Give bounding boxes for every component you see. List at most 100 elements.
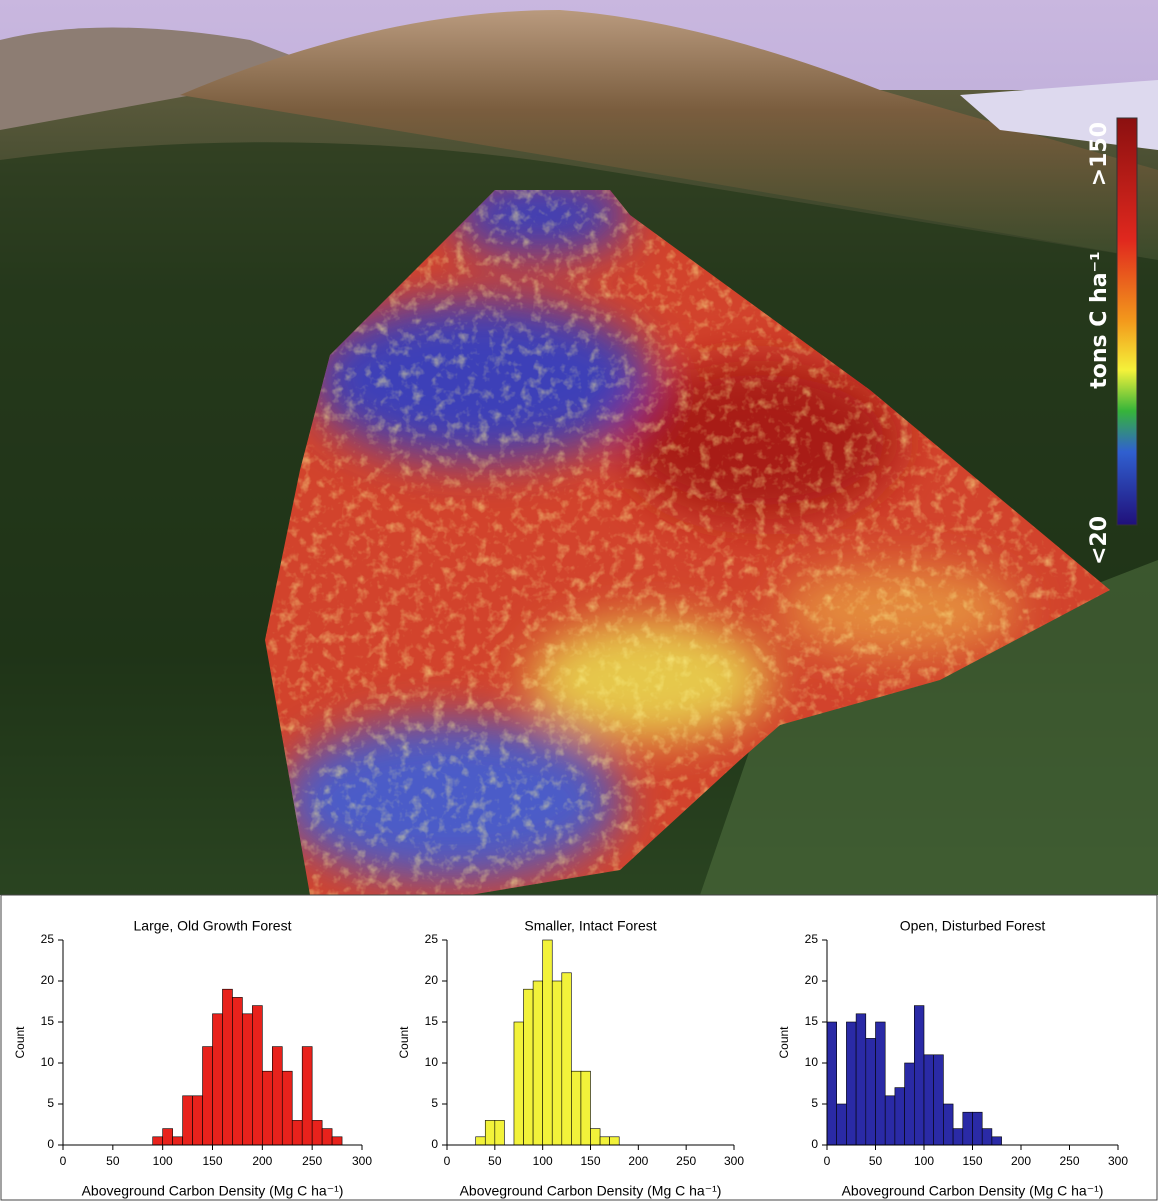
bar bbox=[571, 1071, 581, 1145]
x-tick-label: 200 bbox=[628, 1154, 648, 1168]
x-tick-label: 250 bbox=[1059, 1154, 1079, 1168]
figure: >150 <20 tons C ha⁻¹ Large, Old Growth F… bbox=[0, 0, 1158, 1201]
bar bbox=[332, 1137, 342, 1145]
bar bbox=[252, 1006, 262, 1145]
bar bbox=[292, 1120, 302, 1145]
bar bbox=[982, 1129, 992, 1145]
x-tick-label: 0 bbox=[824, 1154, 831, 1168]
x-tick-label: 150 bbox=[962, 1154, 982, 1168]
y-tick-label: 5 bbox=[811, 1096, 818, 1110]
bar bbox=[973, 1112, 983, 1145]
bar bbox=[552, 981, 562, 1145]
x-tick-label: 200 bbox=[1011, 1154, 1031, 1168]
chart-title: Open, Disturbed Forest bbox=[900, 918, 1046, 934]
bar bbox=[495, 1120, 505, 1145]
bar bbox=[846, 1022, 856, 1145]
bar bbox=[163, 1129, 173, 1145]
y-tick-label: 20 bbox=[425, 973, 439, 987]
y-tick-label: 10 bbox=[805, 1055, 819, 1069]
bar bbox=[963, 1112, 973, 1145]
bar bbox=[173, 1137, 183, 1145]
bar bbox=[183, 1096, 193, 1145]
bar bbox=[856, 1014, 866, 1145]
y-axis-label: Count bbox=[777, 1026, 791, 1059]
bar bbox=[272, 1047, 282, 1145]
bar bbox=[924, 1055, 934, 1145]
colorbar-unit: tons C ha⁻¹ bbox=[1087, 251, 1112, 389]
bar bbox=[581, 1071, 591, 1145]
bar bbox=[914, 1006, 924, 1145]
bar bbox=[600, 1137, 610, 1145]
bar bbox=[203, 1047, 213, 1145]
x-tick-label: 100 bbox=[153, 1154, 173, 1168]
x-tick-label: 150 bbox=[202, 1154, 222, 1168]
bar bbox=[533, 981, 543, 1145]
y-tick-label: 10 bbox=[41, 1055, 55, 1069]
y-tick-label: 10 bbox=[425, 1055, 439, 1069]
bar bbox=[837, 1104, 847, 1145]
bar bbox=[153, 1137, 163, 1145]
bar bbox=[262, 1071, 272, 1145]
x-tick-label: 100 bbox=[533, 1154, 553, 1168]
bar bbox=[827, 1022, 837, 1145]
colorbar bbox=[1117, 118, 1137, 525]
x-tick-label: 300 bbox=[724, 1154, 744, 1168]
bar bbox=[934, 1055, 944, 1145]
x-tick-label: 0 bbox=[444, 1154, 451, 1168]
bar bbox=[610, 1137, 620, 1145]
bar bbox=[485, 1120, 495, 1145]
bar bbox=[524, 989, 534, 1145]
y-tick-label: 5 bbox=[47, 1096, 54, 1110]
y-tick-label: 5 bbox=[431, 1096, 438, 1110]
bar bbox=[322, 1129, 332, 1145]
bar bbox=[943, 1104, 953, 1145]
bar bbox=[866, 1038, 876, 1145]
y-tick-label: 0 bbox=[811, 1137, 818, 1151]
bar bbox=[591, 1129, 601, 1145]
bar bbox=[514, 1022, 524, 1145]
bar bbox=[213, 1014, 223, 1145]
x-tick-label: 50 bbox=[106, 1154, 120, 1168]
x-tick-label: 50 bbox=[488, 1154, 502, 1168]
x-tick-label: 300 bbox=[352, 1154, 372, 1168]
y-tick-label: 20 bbox=[41, 973, 55, 987]
chart-title: Large, Old Growth Forest bbox=[134, 918, 292, 934]
x-tick-label: 0 bbox=[60, 1154, 67, 1168]
chart-title: Smaller, Intact Forest bbox=[524, 918, 656, 934]
bar bbox=[905, 1063, 915, 1145]
bar bbox=[222, 989, 232, 1145]
bar bbox=[543, 940, 553, 1145]
x-tick-label: 100 bbox=[914, 1154, 934, 1168]
page: >150 <20 tons C ha⁻¹ Large, Old Growth F… bbox=[0, 0, 1158, 1201]
y-tick-label: 0 bbox=[47, 1137, 54, 1151]
bar bbox=[193, 1096, 203, 1145]
bar bbox=[232, 997, 242, 1145]
colorbar-max: >150 bbox=[1087, 122, 1112, 186]
x-tick-label: 200 bbox=[252, 1154, 272, 1168]
bar bbox=[953, 1129, 963, 1145]
histogram-panel bbox=[1, 895, 1157, 1200]
y-tick-label: 15 bbox=[805, 1014, 819, 1028]
x-axis-label: Aboveground Carbon Density (Mg C ha⁻¹) bbox=[842, 1183, 1104, 1199]
y-tick-label: 15 bbox=[425, 1014, 439, 1028]
bar bbox=[562, 973, 572, 1145]
y-tick-label: 25 bbox=[41, 932, 55, 946]
bar bbox=[895, 1088, 905, 1145]
x-tick-label: 300 bbox=[1108, 1154, 1128, 1168]
bar bbox=[312, 1120, 322, 1145]
y-axis-label: Count bbox=[13, 1026, 27, 1059]
bar bbox=[282, 1071, 292, 1145]
bar bbox=[885, 1096, 895, 1145]
x-tick-label: 250 bbox=[676, 1154, 696, 1168]
bar bbox=[476, 1137, 486, 1145]
x-tick-label: 250 bbox=[302, 1154, 322, 1168]
y-axis-label: Count bbox=[397, 1026, 411, 1059]
colorbar-min: <20 bbox=[1087, 516, 1112, 565]
x-tick-label: 50 bbox=[869, 1154, 883, 1168]
y-tick-label: 20 bbox=[805, 973, 819, 987]
bar bbox=[876, 1022, 886, 1145]
bar bbox=[992, 1137, 1002, 1145]
bar bbox=[242, 1014, 252, 1145]
y-tick-label: 25 bbox=[805, 932, 819, 946]
y-tick-label: 15 bbox=[41, 1014, 55, 1028]
